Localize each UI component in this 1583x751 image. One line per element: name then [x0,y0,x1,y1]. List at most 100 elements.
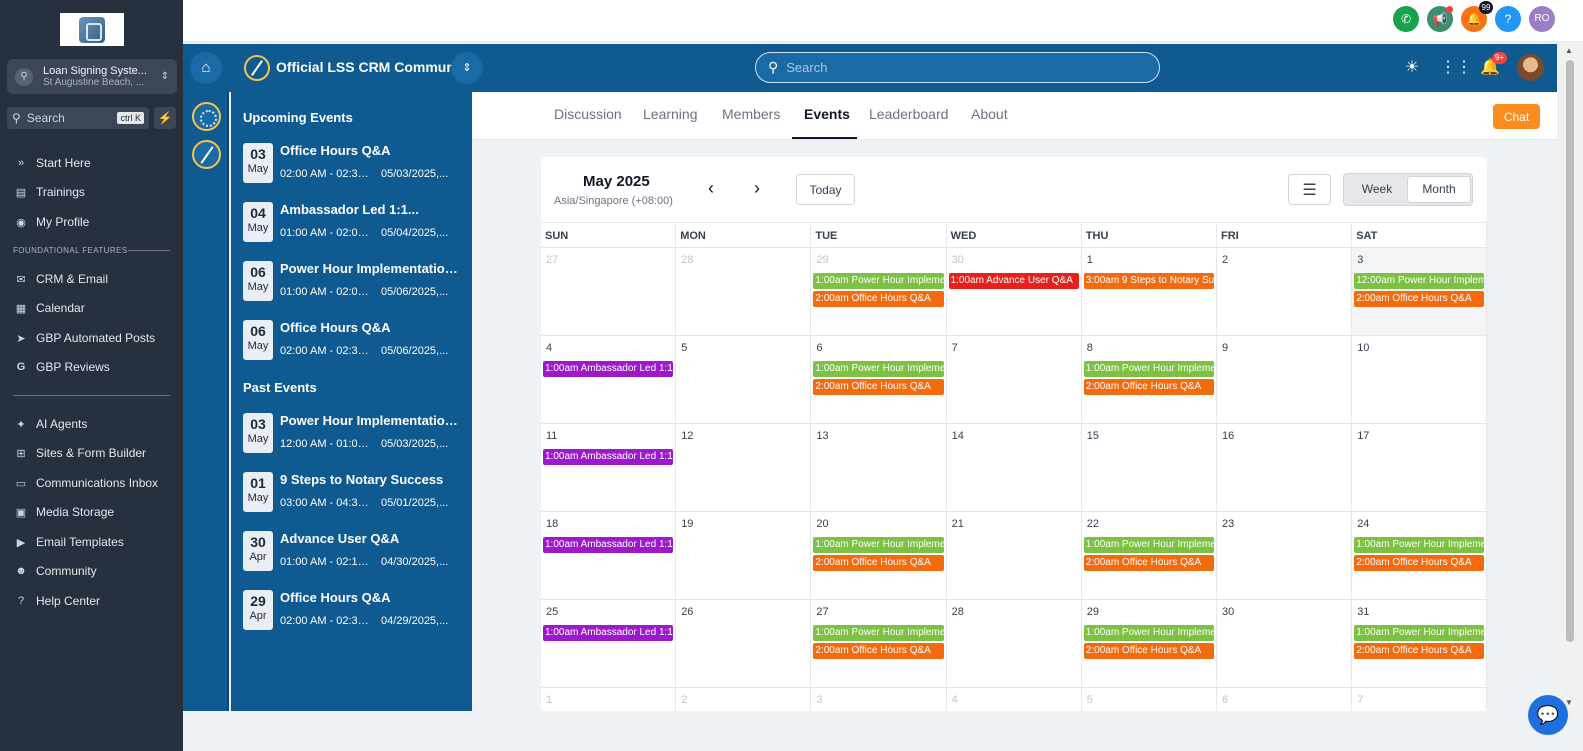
tab-learning[interactable]: Learning [643,106,698,122]
tab-leaderboard[interactable]: Leaderboard [869,106,949,122]
calendar-event-chip[interactable]: 1:00am Ambassador Led 1:1 [543,537,674,553]
calendar-day-cell[interactable]: 15 [1081,424,1217,512]
calendar-day-cell[interactable]: 6 1:00am Power Hour Implementation 2:00am … [811,336,947,424]
home-button[interactable]: ⌂ [190,52,222,84]
calendar-day-cell[interactable]: 1 3:00am 9 Steps to Notary Success [1081,248,1217,336]
event-list-item[interactable]: 06 May Power Hour Implementation:... 01:00 … [243,261,465,303]
calendar-day-cell[interactable]: 23 [1217,512,1353,600]
sidebar-item-media-storage[interactable]: ▣ Media Storage [14,501,174,523]
calendar-event-chip[interactable]: 2:00am Office Hours Q&A [813,555,944,571]
calendar-day-cell[interactable]: 28 [676,248,812,336]
event-list-item[interactable]: 03 May Power Hour Implementation:... 12:00 … [243,413,465,455]
sidebar-item-gbp-reviews[interactable]: G GBP Reviews [14,356,174,378]
event-list-item[interactable]: 06 May Office Hours Q&A 02:00 AM - 02:30...… [243,320,465,362]
calendar-event-chip[interactable]: 2:00am Office Hours Q&A [813,291,944,307]
calendar-event-chip[interactable]: 2:00am Office Hours Q&A [1354,291,1485,307]
community-logo-icon[interactable] [192,102,221,131]
announcements-button[interactable]: 📢 [1427,6,1453,32]
sidebar-item-start-here[interactable]: » Start Here [14,152,174,174]
calendar-day-cell[interactable]: 14 [946,424,1082,512]
event-list-item[interactable]: 01 May 9 Steps to Notary Success 03:00 AM -… [243,472,465,514]
calendar-event-chip[interactable]: 2:00am Office Hours Q&A [1354,555,1485,571]
calendar-event-chip[interactable]: 1:00am Power Hour Implementation [813,273,944,289]
theme-toggle-button[interactable]: ☀ [1401,57,1423,79]
calendar-event-chip[interactable]: 1:00am Power Hour Implementation [813,625,944,641]
location-switcher[interactable]: ⚲ Loan Signing Syste... St Augustine Bea… [7,59,177,94]
calendar-event-chip[interactable]: 1:00am Ambassador Led 1:1 [543,449,674,465]
calendar-event-chip[interactable]: 1:00am Power Hour Implementation [1083,361,1214,377]
calendar-day-cell[interactable]: 27 [541,248,677,336]
calendar-event-chip[interactable]: 3:00am 9 Steps to Notary Success [1083,273,1214,289]
user-avatar-initials[interactable]: RO [1529,6,1555,32]
phone-button[interactable]: ✆ [1393,6,1419,32]
calendar-event-chip[interactable]: 1:00am Ambassador Led 1:1 [543,361,674,377]
calendar-day-cell[interactable]: 30 [1217,600,1353,688]
calendar-day-cell[interactable]: 7 [946,336,1082,424]
tab-about[interactable]: About [971,106,1008,122]
calendar-event-chip[interactable]: 2:00am Office Hours Q&A [1083,555,1214,571]
calendar-event-chip[interactable]: 2:00am Office Hours Q&A [1354,643,1485,659]
calendar-day-cell[interactable]: 28 [946,600,1082,688]
month-view-button[interactable]: Month [1408,177,1470,202]
calendar-event-chip[interactable]: 1:00am Ambassador Led 1:1 [543,625,674,641]
event-list-item[interactable]: 03 May Office Hours Q&A 02:00 AM - 02:30...… [243,143,465,185]
calendar-day-cell[interactable]: 9 [1217,336,1353,424]
calendar-day-cell[interactable]: 29 1:00am Power Hour Implementation 2:00am… [811,248,947,336]
event-list-item[interactable]: 04 May Ambassador Led 1:1... 01:00 AM - 02:… [243,202,465,244]
calendar-day-cell[interactable]: 29 1:00am Power Hour Implementation 2:00am… [1081,600,1217,688]
event-list-item[interactable]: 29 Apr Office Hours Q&A 02:00 AM - 02:30...… [243,590,465,632]
calendar-day-cell[interactable]: 11 1:00am Ambassador Led 1:1 [541,424,677,512]
calendar-day-cell[interactable]: 27 1:00am Power Hour Implementation 2:00am… [811,600,947,688]
scroll-thumb[interactable] [1566,60,1574,642]
scroll-up-arrow-icon[interactable]: ▲ [1565,46,1573,55]
calendar-day-cell[interactable]: 21 [946,512,1082,600]
calendar-day-cell[interactable]: 10 [1352,336,1488,424]
next-month-button[interactable]: › [754,179,760,197]
calendar-event-chip[interactable]: 1:00am Power Hour Implementation [1354,625,1485,641]
community-switcher-button[interactable]: ⇕ [451,52,483,84]
quick-action-button[interactable]: ⚡ [154,107,176,129]
calendar-event-chip[interactable]: 1:00am Power Hour Implementation [813,361,944,377]
community-logo-icon[interactable] [192,140,221,169]
calendar-day-cell[interactable]: 12 [676,424,812,512]
calendar-day-cell[interactable]: 22 1:00am Power Hour Implementation 2:00am… [1081,512,1217,600]
calendar-event-chip[interactable]: 1:00am Power Hour Implementation [1083,625,1214,641]
calendar-event-chip[interactable]: 12:00am Power Hour Implementation [1354,273,1485,289]
tab-discussion[interactable]: Discussion [554,106,622,122]
sidebar-item-my-profile[interactable]: ◉ My Profile [14,211,174,233]
calendar-event-chip[interactable]: 2:00am Office Hours Q&A [813,379,944,395]
list-view-button[interactable]: ☰ [1288,174,1331,205]
calendar-event-chip[interactable]: 2:00am Office Hours Q&A [813,643,944,659]
tab-members[interactable]: Members [722,106,781,122]
calendar-day-cell[interactable]: 1 [541,688,677,711]
scroll-down-arrow-icon[interactable]: ▼ [1565,698,1573,707]
calendar-day-cell[interactable]: 13 [811,424,947,512]
sidebar-item-help-center[interactable]: ? Help Center [14,590,174,612]
prev-month-button[interactable]: ‹ [708,179,714,197]
calendar-event-chip[interactable]: 2:00am Office Hours Q&A [1083,643,1214,659]
calendar-event-chip[interactable]: 1:00am Advance User Q&A [948,273,1079,289]
sidebar-search[interactable]: ⚲ Search ctrl K [7,107,149,129]
calendar-day-cell[interactable]: 3 12:00am Power Hour Implementation 2:00am… [1352,248,1488,336]
sidebar-item-calendar[interactable]: ▦ Calendar [14,297,174,319]
week-view-button[interactable]: Week [1361,182,1393,196]
calendar-event-chip[interactable]: 1:00am Power Hour Implementation [1354,537,1485,553]
calendar-day-cell[interactable]: 26 [676,600,812,688]
event-list-item[interactable]: 30 Apr Advance User Q&A 01:00 AM - 02:15...… [243,531,465,573]
calendar-event-chip[interactable]: 2:00am Office Hours Q&A [1083,379,1214,395]
today-button[interactable]: Today [796,174,855,205]
calendar-day-cell[interactable]: 19 [676,512,812,600]
help-button[interactable]: ? [1495,6,1521,32]
sidebar-item-trainings[interactable]: ▤ Trainings [14,181,174,203]
calendar-day-cell[interactable]: 4 1:00am Ambassador Led 1:1 [541,336,677,424]
calendar-day-cell[interactable]: 30 1:00am Advance User Q&A [946,248,1082,336]
user-avatar[interactable] [1517,54,1544,81]
sidebar-item-community[interactable]: ☻ Community [14,560,174,582]
chat-button[interactable]: Chat [1493,104,1540,129]
calendar-day-cell[interactable]: 17 [1352,424,1488,512]
calendar-day-cell[interactable]: 5 [676,336,812,424]
calendar-day-cell[interactable]: 3 [811,688,947,711]
community-search[interactable]: ⚲ [755,52,1160,83]
calendar-day-cell[interactable]: 2 [676,688,812,711]
calendar-day-cell[interactable]: 7 [1352,688,1488,711]
